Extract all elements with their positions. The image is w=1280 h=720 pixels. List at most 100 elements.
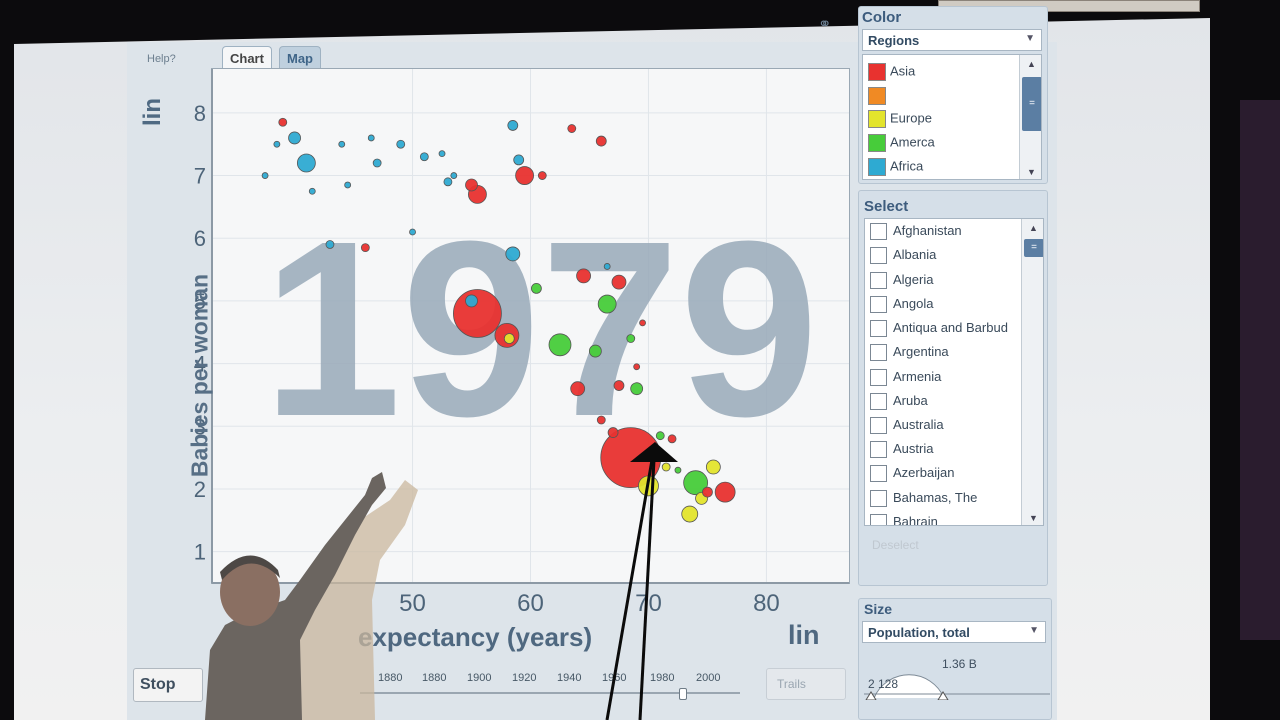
checkbox[interactable] [870,320,887,338]
presenter-shadow [292,480,418,720]
legend-swatch [868,158,886,176]
bubble [683,470,709,496]
x-tick-label: 70 [635,590,662,617]
list-item[interactable]: Algeria [870,272,933,294]
list-item[interactable]: Bahrain [870,514,938,525]
bubble [338,140,346,148]
legend-item-orange[interactable] [868,87,890,107]
checkbox[interactable] [870,465,887,483]
size-min-handle[interactable] [865,691,877,700]
help-link[interactable]: Help? [147,53,176,65]
scroll-up-icon[interactable]: ▲ [1027,59,1036,69]
bubble [705,459,721,475]
year-watermark: 1979 [262,189,818,468]
list-item[interactable]: Bahamas, The [870,490,977,512]
bubble [507,120,519,131]
bubble [674,466,682,474]
y-tick-label: 6 [194,226,206,251]
x-tick-label: 80 [753,590,780,617]
tab-chart[interactable]: Chart [222,46,272,70]
list-item[interactable]: Azerbaijan [870,465,954,487]
bubble [465,294,478,308]
bubble [667,434,677,444]
list-item[interactable]: Australia [870,417,944,439]
timeline-year: 1940 [557,672,582,684]
bubble [607,427,619,438]
list-item[interactable]: Afghanistan [870,223,962,245]
chevron-down-icon: ▼ [1025,33,1035,44]
list-item[interactable]: Argentina [870,344,949,366]
tab-map[interactable]: Map [279,46,321,70]
color-panel-title: Color [862,9,902,26]
bubble [288,131,301,145]
list-item[interactable]: Armenia [870,369,941,391]
bubble [595,135,607,147]
x-axis-scale[interactable]: lin [788,620,820,650]
scroll-thumb[interactable]: = [1022,77,1041,131]
checkbox[interactable] [870,441,887,459]
timeline-track[interactable] [360,692,740,694]
legend-swatch [868,134,886,152]
timeline-handle[interactable] [679,688,688,700]
list-item[interactable]: Aruba [870,393,928,415]
bubble [367,134,375,142]
y-tick-label: 7 [194,164,206,189]
bubble [613,380,625,391]
y-tick-label: 1 [194,540,206,565]
stop-button[interactable]: Stop [133,668,203,702]
bubble [396,139,406,149]
scroll-down-icon[interactable]: ▼ [1027,167,1036,177]
checkbox[interactable] [870,223,887,241]
legend-label: Africa [890,158,924,174]
chevron-down-icon: ▼ [1029,625,1039,636]
legend-item-africa[interactable]: Africa [868,158,923,178]
checkbox[interactable] [870,393,887,411]
deselect-button[interactable]: Deselect [872,538,919,552]
scroll-up-icon[interactable]: ▲ [1029,223,1038,233]
legend-item-asia[interactable]: Asia [868,63,915,83]
list-item[interactable]: Angola [870,296,933,318]
bubble [548,333,572,357]
list-item[interactable]: Albania [870,247,936,269]
x-axis-label: expectancy (years) [358,622,593,652]
bubble [503,333,515,344]
checkbox[interactable] [870,272,887,290]
timeline-slider[interactable]: 1880 1880 1900 1920 1940 1960 1980 2000 [340,664,750,704]
legend-scrollbar[interactable]: ▲ = ▼ [1019,55,1041,179]
country-label: Azerbaijan [893,465,955,480]
bubble [273,140,281,148]
bubble [465,178,478,192]
checkbox[interactable] [870,514,887,525]
size-gauge-arc [873,674,945,699]
checkbox[interactable] [870,296,887,314]
checkbox[interactable] [870,369,887,387]
bubble [567,124,577,133]
checkbox[interactable] [870,344,887,362]
bubble [596,415,606,425]
bubble [360,243,370,253]
size-dropdown[interactable]: Population, total ▼ [862,621,1046,643]
checkbox[interactable] [870,417,887,435]
link-icon[interactable]: ⚭ [818,16,832,33]
bubble [603,263,611,270]
y-tick-label: 8 [194,101,206,126]
list-item[interactable]: Antiqua and Barbud [870,320,1008,342]
pointer-arrow-icon [630,442,678,462]
country-scrollbar[interactable]: ▲ = ▼ [1021,219,1043,525]
size-max-handle[interactable] [937,691,949,700]
bubble [655,431,665,441]
checkbox[interactable] [870,247,887,265]
scroll-thumb[interactable]: = [1024,239,1043,257]
legend-item-america[interactable]: Amerca [868,134,935,154]
bubble [513,154,525,166]
bubble [409,228,416,236]
checkbox[interactable] [870,490,887,508]
list-item[interactable]: Austria [870,441,933,463]
bubble [537,171,547,180]
legend-item-europe[interactable]: Europe [868,110,932,130]
color-dropdown[interactable]: Regions ▼ [862,29,1042,51]
bubble [714,481,736,503]
scroll-down-icon[interactable]: ▼ [1029,513,1038,523]
trails-checkbox[interactable]: Trails [766,668,846,700]
size-gauge[interactable] [864,650,1054,700]
